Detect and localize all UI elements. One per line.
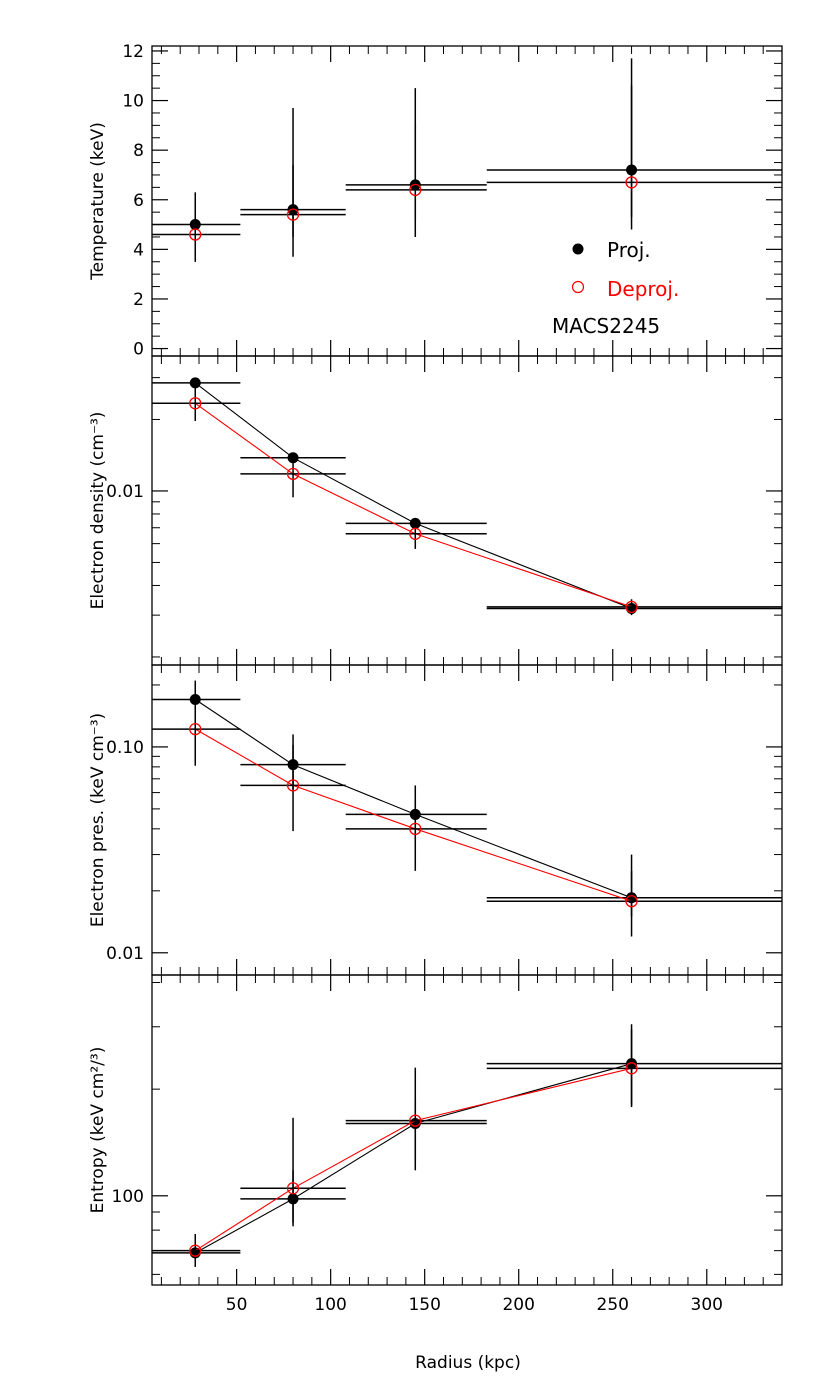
electron-pressure-data-point — [189, 722, 202, 736]
legend-label-deproj: Deproj. — [607, 277, 679, 301]
x-tick-label: 200 — [502, 1295, 534, 1315]
entropy-ytick-label: 100 — [112, 1187, 144, 1207]
electron-density-ytick-label: 0.01 — [106, 482, 144, 502]
electron-pressure-y-axis-title: Electron pres. (keV cm⁻³) — [88, 713, 108, 927]
temperature-ytick-label: 10 — [122, 92, 144, 112]
x-tick-label: 150 — [408, 1295, 440, 1315]
legend: Proj. Deproj. — [571, 238, 679, 301]
temperature-ytick-label: 2 — [133, 290, 144, 310]
x-tick-label: 250 — [597, 1295, 629, 1315]
x-tick-label: 50 — [226, 1295, 248, 1315]
temperature-ytick-label: 6 — [133, 191, 144, 211]
temperature-y-axis-title: Temperature (keV) — [88, 122, 108, 281]
legend-marker-deproj — [571, 280, 585, 294]
temperature-ytick-label: 4 — [133, 240, 144, 260]
electron-density-series-deproj — [152, 387, 782, 616]
temperature-ytick-label: 8 — [133, 141, 144, 161]
electron-density-data-point — [189, 397, 202, 410]
temperature-data-point — [409, 183, 422, 196]
electron-pressure-series-deproj — [152, 699, 782, 937]
x-tick-label: 100 — [314, 1295, 346, 1315]
cluster-name-annotation: MACS2245 — [552, 314, 660, 338]
entropy-data-point — [286, 1182, 300, 1195]
electron-density-y-axis-title: Electron density (cm⁻³) — [88, 412, 108, 610]
temperature-data-point — [189, 228, 202, 241]
x-tick-label: 300 — [691, 1295, 723, 1315]
entropy-connect-line — [195, 1063, 632, 1254]
electron-density-data-point — [625, 600, 638, 614]
entropy-y-axis-title: Entropy (keV cm²/³) — [88, 1047, 108, 1214]
electron-pressure-ytick-label: 0.10 — [106, 738, 144, 758]
electron-pressure-ytick-label: 0.01 — [106, 944, 144, 964]
temperature-ytick-label: 12 — [122, 42, 144, 62]
electron-density-connect-line — [194, 402, 632, 608]
electron-pressure-data-point — [286, 779, 300, 792]
entropy-data-point — [625, 1062, 638, 1075]
entropy-series-deproj — [152, 1029, 782, 1267]
entropy-connect-line — [195, 1067, 632, 1252]
electron-pressure-data-point — [409, 822, 422, 835]
legend-label-proj: Proj. — [607, 238, 651, 262]
electron-density-data-point — [409, 527, 422, 540]
x-axis: 50 100 150 200 250 300 — [226, 1295, 723, 1315]
temperature-series-deproj — [152, 58, 782, 262]
electron-density-data-point — [189, 377, 201, 389]
electron-pressure-connect-line — [194, 699, 632, 899]
electron-pressure-connect-line — [195, 728, 632, 902]
electron-pressure-data-point — [625, 895, 638, 908]
entropy-data-point — [409, 1114, 422, 1127]
temperature-panel: 0 2 4 6 8 10 12 Temperature (keV) — [88, 42, 783, 360]
entropy-frame — [151, 974, 783, 1286]
temperature-data-point — [286, 208, 300, 221]
electron-density-connect-line — [194, 382, 632, 610]
entropy-data-point — [189, 1244, 202, 1257]
temperature-ytick-label: 0 — [133, 340, 144, 360]
electron-density-data-point — [286, 467, 300, 481]
x-axis-title: Radius (kpc) — [415, 1353, 521, 1373]
electron-pressure-series-proj — [152, 680, 782, 917]
legend-marker-proj — [572, 243, 584, 255]
temperature-data-point — [625, 176, 638, 189]
